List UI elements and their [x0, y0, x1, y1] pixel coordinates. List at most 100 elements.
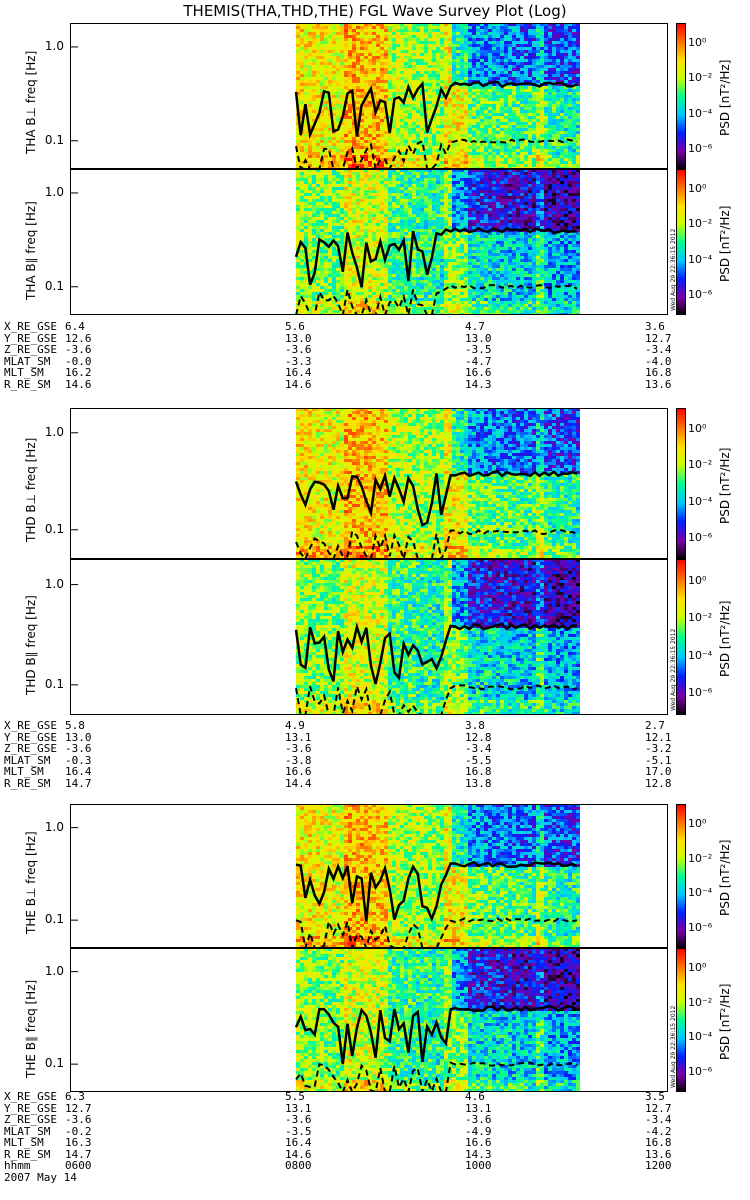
ephemeris-value: 16.6	[465, 367, 492, 378]
x-tick-label: 1200	[645, 1160, 672, 1171]
ephemeris-value: 6.3	[65, 1091, 85, 1102]
colorbar	[676, 948, 686, 1092]
panel-frame	[70, 948, 668, 1092]
spectrogram-cells	[296, 169, 580, 315]
colorbar-tick-label: 10⁰	[688, 182, 706, 195]
colorbar-label: PSD [nT²/Hz]	[718, 840, 732, 916]
ephemeris-value: -4.9	[465, 1126, 492, 1137]
ephemeris-value: 13.1	[285, 1103, 312, 1114]
ephemeris-value: 12.8	[465, 732, 492, 743]
colorbar-tick-label: 10⁻²	[688, 611, 712, 624]
y-tick-label: 1.0	[14, 820, 64, 834]
ephemeris-value: -0.2	[65, 1126, 92, 1137]
colorbar	[676, 559, 686, 715]
ephemeris-value: 13.1	[285, 732, 312, 743]
colorbar-tick-label: 10⁻⁶	[688, 921, 712, 934]
ephemeris-label: X_RE_GSE	[4, 321, 57, 332]
ephemeris-value: -3.5	[285, 1126, 312, 1137]
ephemeris-label: Z_RE_GSE	[4, 743, 57, 754]
ephemeris-value: -3.6	[285, 344, 312, 355]
ephemeris-label: R_RE_SM	[4, 1149, 50, 1160]
ephemeris-value: 13.0	[465, 333, 492, 344]
y-tick-label: 0.1	[14, 1056, 64, 1070]
ephemeris-value: 16.2	[65, 367, 92, 378]
ephemeris-value: -5.5	[465, 755, 492, 766]
colorbar-tick-label: 10⁰	[688, 36, 706, 49]
ephemeris-value: -4.2	[645, 1126, 672, 1137]
ephemeris-label: MLT_SM	[4, 367, 44, 378]
ephemeris-label: MLAT_SM	[4, 356, 50, 367]
ephemeris-value: -4.7	[465, 356, 492, 367]
panel-frame	[70, 804, 668, 948]
ephemeris-value: -3.4	[645, 1114, 672, 1125]
x-tick-label: 1000	[465, 1160, 492, 1171]
y-tick-label: 0.1	[14, 133, 64, 147]
ephemeris-value: -3.6	[65, 344, 92, 355]
trace-dashed	[295, 682, 578, 715]
ephemeris-value: 13.1	[465, 1103, 492, 1114]
trace-solid	[294, 226, 578, 288]
date-label: 2007 May 14	[4, 1172, 77, 1183]
panel-frame	[70, 408, 668, 559]
colorbar-label: PSD [nT²/Hz]	[718, 206, 732, 282]
y-tick-label: 0.1	[14, 279, 64, 293]
colorbar-tick-label: 10⁻⁶	[688, 142, 712, 155]
timestamp-stamp: Wed Aug 29 22:36:15 2012	[670, 629, 677, 711]
ephemeris-label: MLAT_SM	[4, 1126, 50, 1137]
y-tick-label: 1.0	[14, 964, 64, 978]
colorbar-label: PSD [nT²/Hz]	[718, 601, 732, 677]
ephemeris-value: 14.6	[65, 379, 92, 390]
ephemeris-value: 13.0	[65, 732, 92, 743]
colorbar-tick-label: 10⁻⁴	[688, 649, 712, 662]
y-tick-label: 0.1	[14, 522, 64, 536]
colorbar-tick-label: 10⁰	[688, 422, 706, 435]
colorbar-tick-label: 10⁻⁶	[688, 531, 712, 544]
ephemeris-value: -3.6	[285, 1114, 312, 1125]
ephemeris-label: R_RE_SM	[4, 778, 50, 789]
ephemeris-label: Y_RE_GSE	[4, 333, 57, 344]
ephemeris-value: 14.7	[65, 1149, 92, 1160]
colorbar	[676, 804, 686, 948]
ephemeris-value: 16.4	[65, 766, 92, 777]
spectrogram-cells	[296, 559, 580, 715]
ephemeris-value: -3.6	[465, 1114, 492, 1125]
panel-label: THE B⊥ freq [Hz]	[24, 831, 38, 934]
ephemeris-value: -3.6	[65, 743, 92, 754]
panel-frame	[70, 169, 668, 315]
ephemeris-value: -3.4	[465, 743, 492, 754]
spectrogram-tha-perp	[70, 23, 668, 169]
trace-solid	[294, 80, 578, 140]
ephemeris-value: 12.7	[645, 333, 672, 344]
colorbar-tick-label: 10⁻⁶	[688, 1065, 712, 1078]
ephemeris-value: 5.8	[65, 720, 85, 731]
colorbar-tick-label: 10⁻⁶	[688, 686, 712, 699]
colorbar-tick-label: 10⁻²	[688, 71, 712, 84]
ephemeris-value: 13.8	[465, 778, 492, 789]
ephemeris-label: MLT_SM	[4, 766, 44, 777]
figure-title: THEMIS(THA,THD,THE) FGL Wave Survey Plot…	[0, 2, 750, 20]
ephemeris-value: 12.6	[65, 333, 92, 344]
y-tick-label: 1.0	[14, 39, 64, 53]
ephemeris-label: R_RE_SM	[4, 379, 50, 390]
ephemeris-value: -0.3	[65, 755, 92, 766]
colorbar-tick-label: 10⁻⁴	[688, 253, 712, 266]
ephemeris-value: 14.6	[285, 1149, 312, 1160]
x-axis-label: hhmm	[4, 1160, 31, 1171]
ephemeris-value: 16.8	[645, 1137, 672, 1148]
ephemeris-value: 16.8	[645, 367, 672, 378]
colorbar-label: PSD [nT²/Hz]	[718, 60, 732, 136]
ephemeris-value: 3.6	[645, 321, 665, 332]
ephemeris-value: 12.7	[65, 1103, 92, 1114]
spectrogram-thd-perp	[70, 408, 668, 559]
ephemeris-value: 13.6	[645, 379, 672, 390]
ephemeris-value: 16.4	[285, 1137, 312, 1148]
ephemeris-value: -3.4	[645, 344, 672, 355]
timestamp-stamp: Wed Aug 29 22:36:15 2012	[670, 229, 677, 311]
trace-solid	[295, 860, 578, 923]
x-tick-label: 0800	[285, 1160, 312, 1171]
colorbar-tick-label: 10⁻⁴	[688, 107, 712, 120]
y-tick-label: 1.0	[14, 577, 64, 591]
panel-label: THA B⊥ freq [Hz]	[24, 51, 38, 154]
ephemeris-label: Y_RE_GSE	[4, 732, 57, 743]
panel-label: THA B∥ freq [Hz]	[24, 201, 38, 300]
